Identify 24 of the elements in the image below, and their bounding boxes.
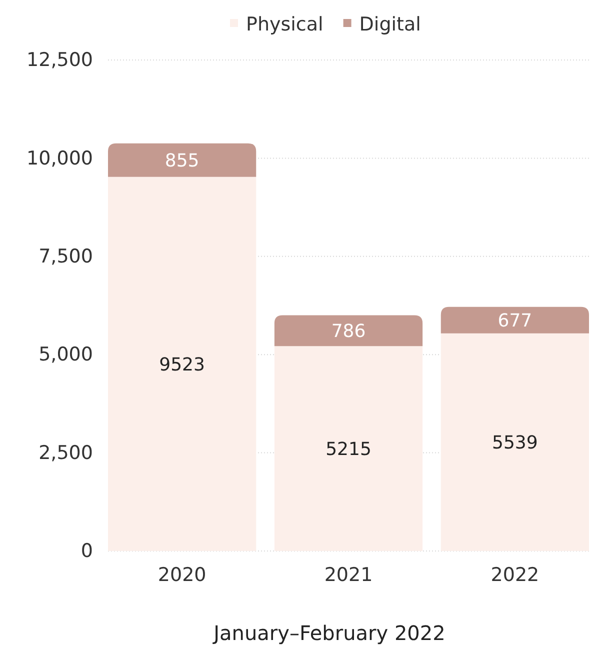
- bar: [274, 346, 423, 551]
- bar: [108, 143, 256, 177]
- y-tick-label: 7,500: [38, 245, 93, 268]
- data-label: 677: [498, 310, 532, 332]
- data-label: 786: [331, 321, 366, 342]
- data-label: 5215: [326, 438, 372, 460]
- x-tick-label: 2022: [490, 564, 540, 586]
- y-tick-label: 10,000: [26, 147, 93, 170]
- bar: [274, 315, 423, 346]
- x-tick-label: 2021: [324, 564, 373, 586]
- y-tick-label: 2,500: [38, 442, 93, 464]
- y-tick-label: 0: [80, 540, 93, 562]
- y-tick-label: 5,000: [38, 344, 93, 366]
- bar: [440, 306, 589, 334]
- x-axis-title: January–February 2022: [212, 621, 446, 645]
- legend-label: Physical: [246, 14, 324, 36]
- legend-label: Digital: [359, 14, 421, 36]
- x-tick-label: 2020: [158, 564, 206, 586]
- data-label: 9523: [159, 354, 205, 376]
- bar: [108, 176, 256, 551]
- bar: [440, 333, 589, 551]
- data-label: 855: [164, 150, 200, 172]
- y-tick-label: 12,500: [26, 49, 93, 72]
- data-label: 5539: [492, 432, 538, 454]
